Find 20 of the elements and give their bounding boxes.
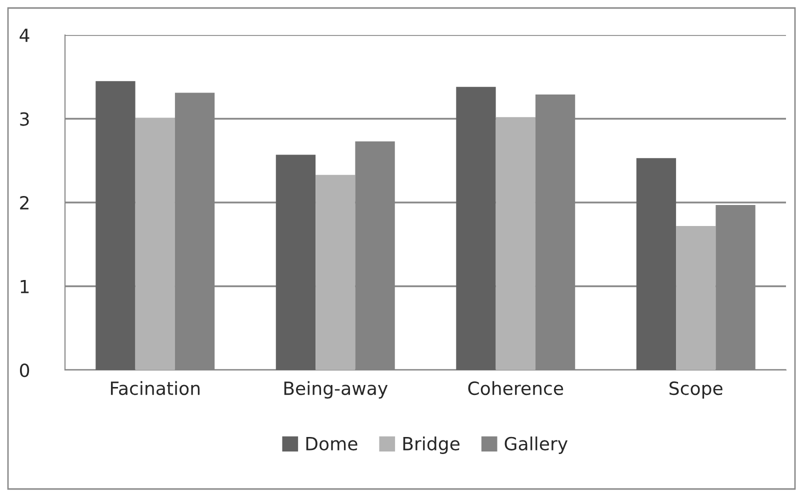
y-tick-label: 0 — [20, 363, 30, 378]
legend-label: Gallery — [504, 436, 568, 454]
bar — [456, 86, 496, 370]
x-tick-label: Scope — [670, 381, 722, 399]
bar — [676, 226, 716, 370]
legend-label: Dome — [306, 437, 358, 450]
bar — [276, 154, 316, 370]
bar — [135, 118, 175, 370]
bar — [316, 174, 356, 370]
bar — [496, 117, 536, 370]
bar — [636, 158, 676, 370]
x-tick-label: Being-away — [284, 381, 388, 399]
y-tick-label: 1 — [20, 280, 29, 294]
x-tick-label: Coherence — [468, 381, 564, 396]
legend-label: Bridge — [403, 436, 460, 454]
x-tick-label: Facination — [110, 381, 200, 396]
y-tick-label: 2 — [20, 196, 28, 210]
y-tick-label: 3 — [20, 112, 29, 126]
bar — [96, 81, 136, 370]
y-tick-label: 4 — [20, 28, 30, 42]
